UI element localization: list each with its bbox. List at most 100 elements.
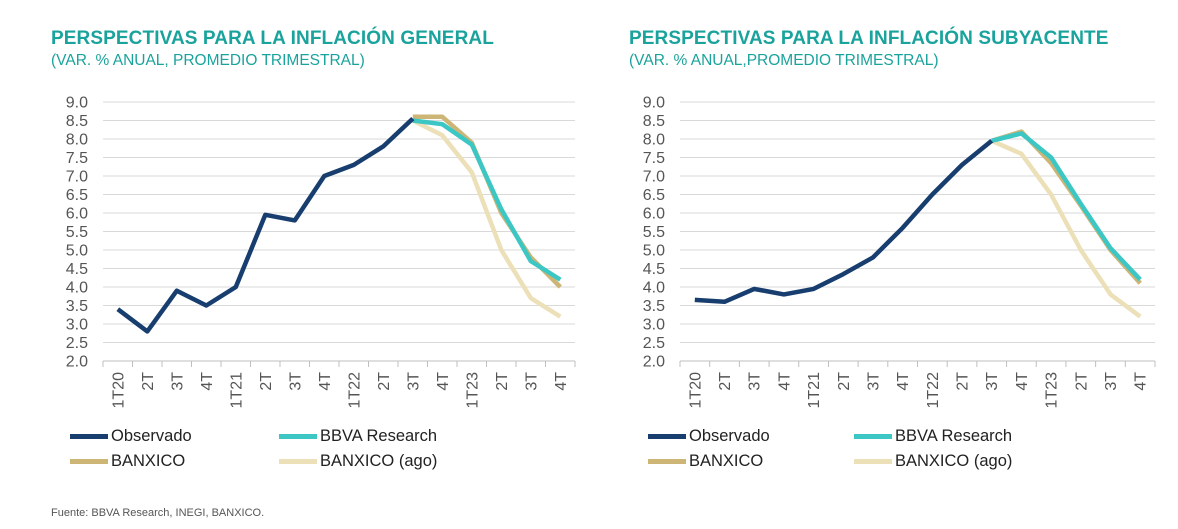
y-tick-label: 7.0: [66, 169, 88, 186]
legend-2-observado: Observado: [648, 427, 770, 446]
legend-label: BANXICO: [111, 452, 186, 470]
y-tick-label: 3.5: [66, 298, 88, 315]
x-tick-label: 1T21: [806, 372, 823, 409]
chart-1: 2.0 2.53.0 3.54.0 4.55.0 5.56.0 6.57.0 7.58.0 8…: [66, 95, 576, 409]
x-tick-label: 3T: [169, 372, 186, 391]
x-tick-label: 4T: [435, 372, 452, 391]
x-tick-label: 4T: [553, 372, 570, 391]
series-line-bbva-research: [412, 118, 562, 282]
x-tick-label: 2T: [1073, 372, 1090, 391]
series-line-observado: [694, 139, 994, 305]
x-tick-label: 1T22: [925, 372, 942, 409]
legend-label: BANXICO (ago): [895, 452, 1013, 470]
legend-swatch-banxico: [70, 459, 108, 464]
y-tick-label: 8.5: [643, 113, 665, 130]
x-tick-label: 3T: [523, 372, 540, 391]
y-tick-label: 6.5: [643, 187, 665, 204]
chart-2-subtitle: (VAR. % ANUAL,PROMEDIO TRIMESTRAL): [629, 52, 939, 69]
legend-swatch-banxico: [648, 459, 686, 464]
legend-1-banxico-ago: BANXICO (ago): [279, 452, 437, 471]
x-tick-label: 4T: [1133, 372, 1150, 391]
y-tick-label: 8.0: [643, 132, 665, 149]
y-tick-label: 7.5: [66, 150, 88, 167]
legend-swatch-banxico-ago: [279, 459, 317, 464]
y-tick-label: 2.0: [66, 354, 88, 371]
x-tick-label: 4T: [1014, 372, 1031, 391]
x-tick-label: 2T: [376, 372, 393, 391]
y-tick-label: 9.0: [643, 95, 665, 112]
series-line-observado: [116, 116, 415, 334]
y-tick-label: 2.0: [643, 354, 665, 371]
y-tick-label: 8.5: [66, 113, 88, 130]
y-tick-label: 4.0: [643, 280, 665, 297]
chart-2: 2.0 2.53.0 3.54.0 4.55.0 5.56.0 6.57.0 7.58.0 8…: [643, 95, 1156, 409]
series-line-banxico: [412, 114, 562, 289]
series-line-bbva-research: [991, 131, 1142, 282]
x-tick-label: 3T: [1103, 372, 1120, 391]
series-line-banxico: [991, 129, 1142, 285]
legend-1-observado: Observado: [70, 427, 192, 446]
y-tick-label: 5.0: [66, 243, 88, 260]
chart-1-title: PERSPECTIVAS PARA LA INFLACIÓN GENERAL: [51, 28, 494, 49]
x-tick-label: 1T21: [228, 372, 245, 409]
x-tick-label: 4T: [317, 372, 334, 391]
y-tick-label: 6.5: [66, 187, 88, 204]
legend-swatch-observado: [648, 434, 686, 439]
x-tick-label: 2T: [955, 372, 972, 391]
x-tick-label: 4T: [895, 372, 912, 391]
legend-swatch-bbva: [279, 434, 317, 439]
source-note: Fuente: BBVA Research, INEGI, BANXICO.: [51, 507, 265, 519]
x-tick-label: 1T22: [346, 372, 363, 409]
x-tick-label: 2T: [494, 372, 511, 391]
legend-label: Observado: [111, 427, 192, 445]
x-tick-label: 3T: [287, 372, 304, 391]
x-tick-label: 1T20: [110, 372, 127, 409]
x-tick-label: 1T20: [687, 372, 704, 409]
x-tick-label: 4T: [199, 372, 216, 391]
y-tick-label: 6.0: [66, 206, 88, 223]
x-tick-label: 2T: [258, 372, 275, 391]
x-tick-label: 1T23: [1044, 372, 1061, 409]
x-tick-label: 2T: [836, 372, 853, 391]
x-tick-label: 3T: [747, 372, 764, 391]
legend-1-bbva: BBVA Research: [279, 427, 437, 446]
y-tick-label: 4.5: [66, 261, 88, 278]
chart-1-subtitle: (VAR. % ANUAL, PROMEDIO TRIMESTRAL): [51, 52, 365, 69]
series-line-banxico-ago: [990, 138, 1142, 319]
y-tick-label: 3.5: [643, 298, 665, 315]
y-tick-label: 5.0: [643, 243, 665, 260]
series-line-banxico-ago: [411, 118, 562, 319]
legend-label: BBVA Research: [320, 427, 438, 445]
x-tick-label: 2T: [717, 372, 734, 391]
y-tick-label: 2.5: [643, 335, 665, 352]
legend-label: BANXICO: [689, 452, 764, 470]
x-tick-label: 2T: [140, 372, 157, 391]
legend-swatch-banxico-ago: [854, 459, 892, 464]
y-tick-label: 7.5: [643, 150, 665, 167]
legend-swatch-bbva: [854, 434, 892, 439]
x-tick-label: 3T: [984, 372, 1001, 391]
x-tick-label: 3T: [405, 372, 422, 391]
legend-label: BANXICO (ago): [320, 452, 438, 470]
legend-swatch-observado: [70, 434, 108, 439]
y-tick-label: 5.5: [643, 224, 665, 241]
y-tick-label: 4.0: [66, 280, 88, 297]
y-tick-label: 3.0: [66, 317, 88, 334]
legend-label: Observado: [689, 427, 770, 445]
y-tick-label: 2.5: [66, 335, 88, 352]
y-tick-label: 8.0: [66, 132, 88, 149]
y-tick-label: 7.0: [643, 169, 665, 186]
legend-label: BBVA Research: [895, 427, 1013, 445]
chart-2-title: PERSPECTIVAS PARA LA INFLACIÓN SUBYACENT…: [629, 28, 1109, 49]
y-tick-label: 6.0: [643, 206, 665, 223]
y-tick-label: 9.0: [66, 95, 88, 112]
legend-2-banxico: BANXICO: [648, 452, 763, 471]
legend-2-banxico-ago: BANXICO (ago): [854, 452, 1012, 471]
legend-1-banxico: BANXICO: [70, 452, 185, 471]
y-tick-label: 4.5: [643, 261, 665, 278]
y-tick-label: 5.5: [66, 224, 88, 241]
x-tick-label: 3T: [865, 372, 882, 391]
x-tick-label: 4T: [776, 372, 793, 391]
legend-2-bbva: BBVA Research: [854, 427, 1012, 446]
